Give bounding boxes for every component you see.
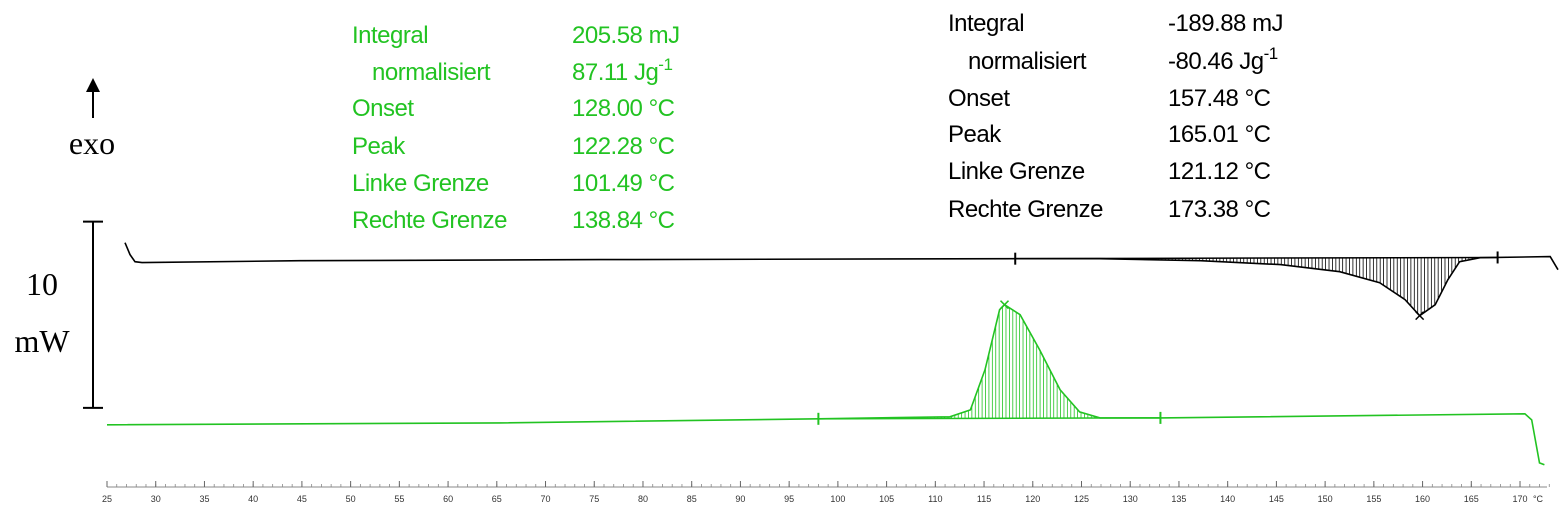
x-tick-label: 140	[1220, 494, 1235, 504]
exo-arrow-head	[86, 78, 100, 92]
annotation-value-text: 87.11 Jg	[572, 59, 658, 86]
annotation-value-text: 205.58 mJ	[572, 22, 680, 49]
scale-unit: mW	[14, 323, 70, 359]
annotation-label: Linke Grenze	[352, 170, 489, 197]
x-tick-label: 95	[784, 494, 794, 504]
x-tick-label: 85	[687, 494, 697, 504]
annotation-value-text: 121.12 °C	[1168, 158, 1271, 185]
x-tick-label: 165	[1464, 494, 1479, 504]
x-tick-label: 135	[1171, 494, 1186, 504]
x-tick-label: 105	[879, 494, 894, 504]
x-tick-label: 110	[928, 494, 942, 504]
x-tick-label: 150	[1318, 494, 1333, 504]
annotation-value: 101.49 °C	[572, 170, 675, 197]
x-tick-label: 35	[199, 494, 209, 504]
annotation-label: Linke Grenze	[948, 158, 1085, 185]
annotation-label: Integral	[948, 10, 1024, 37]
annotation-value-text: 101.49 °C	[572, 170, 675, 197]
x-tick-label: 75	[589, 494, 599, 504]
annotation-value-text: -80.46 Jg	[1168, 48, 1264, 75]
annotation-value-text: 157.48 °C	[1168, 85, 1271, 112]
curve	[124, 242, 1559, 317]
annotation-label: normalisiert	[968, 48, 1087, 75]
annotation-label: Peak	[948, 121, 1002, 148]
x-unit: °C	[1533, 494, 1544, 504]
annotation-value-text: 138.84 °C	[572, 207, 675, 234]
x-tick-label: 155	[1366, 494, 1381, 504]
annotation-value: 157.48 °C	[1168, 85, 1271, 112]
annotation-value-text: -189.88 mJ	[1168, 10, 1283, 37]
x-tick-label: 70	[541, 494, 551, 504]
x-tick-label: 80	[638, 494, 648, 504]
annotation-value-text: 173.38 °C	[1168, 196, 1271, 223]
direction-label: exo	[69, 125, 115, 161]
annotation-value-text: 122.28 °C	[572, 133, 675, 160]
annotation-label: Peak	[352, 133, 406, 160]
x-tick-label: 120	[1025, 494, 1040, 504]
annotation-superscript: -1	[658, 55, 672, 74]
annotation-value: 128.00 °C	[572, 95, 675, 122]
annotation-label: normalisiert	[372, 59, 491, 86]
peak-marker	[1415, 311, 1425, 321]
x-tick-label: 60	[443, 494, 453, 504]
annotation-value-text: 128.00 °C	[572, 95, 675, 122]
x-tick-label: 65	[492, 494, 502, 504]
x-tick-label: 55	[394, 494, 404, 504]
annotation-value: 205.58 mJ	[572, 22, 680, 49]
annotation-label: Onset	[352, 95, 414, 122]
annotation-value: 121.12 °C	[1168, 158, 1271, 185]
annotation-value: 165.01 °C	[1168, 121, 1271, 148]
peak-marker	[999, 300, 1010, 310]
annotation-value: 87.11 Jg-1	[572, 55, 672, 86]
x-tick-label: 160	[1415, 494, 1430, 504]
x-tick-label: 25	[102, 494, 112, 504]
x-tick-label: 130	[1123, 494, 1138, 504]
annotation-value: -189.88 mJ	[1168, 10, 1283, 37]
curve	[106, 303, 1545, 466]
annotation-label: Rechte Grenze	[948, 196, 1103, 223]
annotation-label: Integral	[352, 22, 428, 49]
annotation-value: -80.46 Jg-1	[1168, 44, 1278, 75]
scale-value: 10	[26, 266, 58, 302]
annotation-superscript: -1	[1264, 44, 1278, 63]
x-tick-label: 30	[151, 494, 161, 504]
x-tick-label: 115	[977, 494, 991, 504]
annotation-label: Onset	[948, 85, 1010, 112]
annotation-value-text: 165.01 °C	[1168, 121, 1271, 148]
x-tick-label: 100	[830, 494, 845, 504]
x-tick-label: 170	[1513, 494, 1528, 504]
annotation-value: 138.84 °C	[572, 207, 675, 234]
x-tick-label: 125	[1074, 494, 1089, 504]
x-tick-label: 50	[346, 494, 356, 504]
annotation-value: 122.28 °C	[572, 133, 675, 160]
x-tick-label: 90	[735, 494, 745, 504]
x-tick-label: 40	[248, 494, 258, 504]
x-tick-label: 145	[1269, 494, 1284, 504]
annotation-value: 173.38 °C	[1168, 196, 1271, 223]
x-tick-label: 45	[297, 494, 307, 504]
annotation-label: Rechte Grenze	[352, 207, 507, 234]
